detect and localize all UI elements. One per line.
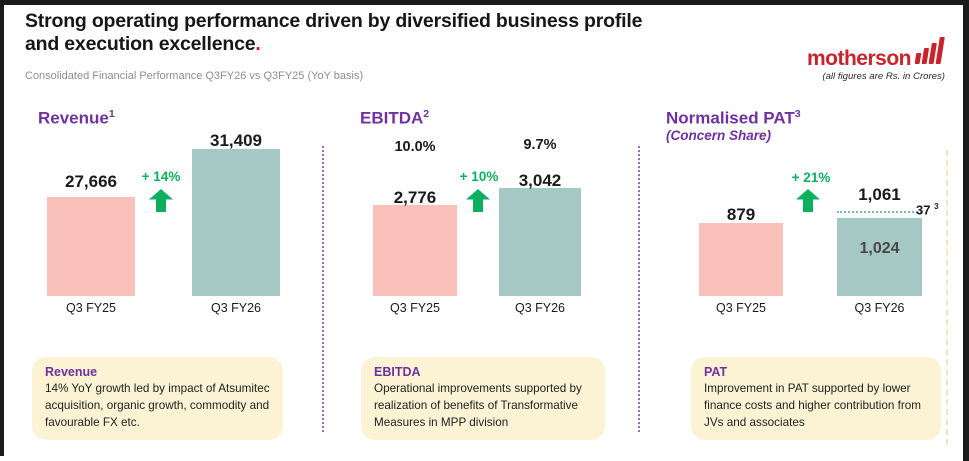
footnote-sup: 2 (423, 108, 430, 120)
pat-inner-value: 1,024 (859, 240, 900, 257)
ebitda-bar-q3fy26 (499, 188, 581, 296)
note-title: EBITDA (374, 365, 421, 379)
note-text: 14% YoY growth led by impact of Atsumite… (45, 382, 270, 429)
motherson-logo: motherson (all figures are Rs. in Crores… (800, 36, 945, 82)
footnote-sup: 3 (794, 108, 801, 120)
revenue-bar-q3fy26 (192, 149, 280, 296)
section-divider (322, 146, 324, 432)
ebitda-cat-q3fy26: Q3 FY26 (514, 301, 566, 315)
note-text: Improvement in PAT supported by lower fi… (704, 382, 921, 429)
pat-bar-q3fy26 (837, 218, 922, 296)
note-box-revenue: Revenue 14% YoY growth led by impact of … (32, 357, 283, 440)
logo-tagline: (all figures are Rs. in Crores) (822, 71, 945, 82)
revenue-cat-q3fy25: Q3 FY25 (65, 301, 117, 315)
revenue-cat-q3fy26: Q3 FY26 (210, 301, 262, 315)
slide-edge-right (963, 0, 969, 461)
slide-subtitle: Consolidated Financial Performance Q3FY2… (25, 70, 364, 82)
revenue-value-q3fy26: 31,409 (210, 131, 262, 150)
footnote-sup: 1 (108, 108, 115, 120)
revenue-value-q3fy25: 27,666 (65, 172, 117, 191)
slide-edge-left (0, 0, 4, 456)
slide-title-line1: Strong operating performance driven by d… (25, 10, 643, 32)
pat-bar-q3fy26-segment (837, 211, 922, 220)
growth-arrow-icon (149, 189, 173, 212)
note-title: PAT (704, 365, 728, 379)
slide-title: Strong operating performance driven by d… (25, 10, 715, 56)
ebitda-value-q3fy25: 2,776 (393, 188, 437, 207)
ebitda-cat-q3fy25: Q3 FY25 (389, 301, 441, 315)
pat-value-q3fy26: 1,061 (858, 185, 901, 204)
rising-bars-icon (914, 36, 945, 69)
decor-dashed-line (946, 150, 948, 445)
title-red-period: . (255, 33, 261, 55)
note-box-pat: PAT Improvement in PAT supported by lowe… (691, 357, 941, 440)
note-text: Operational improvements supported by re… (374, 382, 582, 429)
note-box-ebitda: EBITDA Operational improvements supporte… (361, 357, 605, 440)
growth-arrow-icon (466, 189, 490, 212)
slide-title-line2: and execution excellence (25, 33, 256, 55)
section-divider (638, 146, 640, 432)
revenue-growth-label: + 14% (141, 169, 181, 184)
ebitda-value-q3fy26: 3,042 (518, 171, 562, 190)
pat-cat-q3fy25: Q3 FY25 (715, 301, 767, 315)
pat-cat-q3fy26: Q3 FY26 (854, 301, 905, 315)
ebitda-margin-q3fy25: 10.0% (394, 139, 436, 155)
ebitda-growth-label: + 10% (459, 169, 499, 184)
pat-growth-label: + 21% (791, 170, 831, 185)
ebitda-bar-q3fy25 (373, 205, 457, 296)
ebitda-margin-q3fy26: 9.7% (523, 137, 557, 153)
section-subheading-pat: (Concern Share) (666, 128, 772, 143)
section-heading-ebitda: EBITDA2 (360, 108, 430, 128)
section-heading-revenue: Revenue1 (38, 108, 115, 128)
revenue-bar-q3fy25 (47, 197, 135, 296)
section-heading-pat: Normalised PAT3 (666, 108, 801, 128)
note-title: Revenue (45, 365, 98, 379)
pat-bar-q3fy25 (699, 223, 783, 296)
pat-value-q3fy25: 879 (726, 205, 756, 224)
pat-segment-label: 37 3 (916, 202, 939, 218)
slide-edge-top (0, 0, 969, 5)
growth-arrow-icon (796, 189, 820, 212)
footnote-sup: 3 (934, 202, 939, 211)
brand-name: motherson (806, 47, 912, 70)
